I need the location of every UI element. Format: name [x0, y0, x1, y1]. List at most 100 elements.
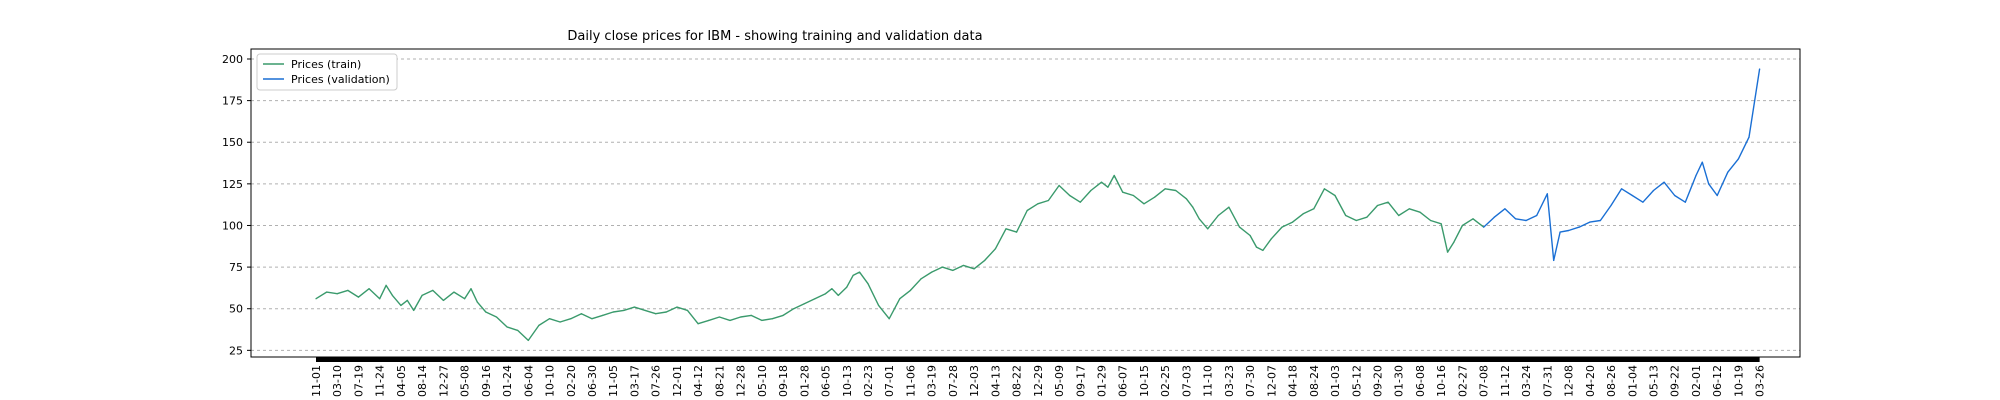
x-tick-label-56: 11-12: [1499, 365, 1512, 397]
x-tick-label-6: 12-27: [437, 365, 450, 397]
data-point-0-23: [527, 339, 529, 341]
data-point-0-115: [1446, 251, 1449, 253]
data-point-0-49: [803, 303, 805, 305]
y-tick-label-125: 125: [222, 178, 243, 191]
x-tick-band: [316, 357, 1760, 362]
data-point-0-116: [1453, 241, 1455, 243]
data-point-0-51: [824, 293, 827, 295]
data-point-0-71: [1015, 231, 1018, 233]
data-point-0-72: [1026, 209, 1028, 212]
data-point-0-24: [538, 324, 540, 326]
data-point-1-6: [1546, 193, 1548, 195]
data-point-0-19: [485, 311, 487, 313]
x-tick-label-50: 09-20: [1372, 365, 1385, 397]
x-tick-label-42: 11-10: [1202, 365, 1215, 397]
x-tick-label-16: 07-26: [650, 365, 663, 397]
data-point-0-114: [1440, 223, 1442, 225]
data-point-0-81: [1113, 174, 1115, 177]
x-tick-label-40: 02-25: [1159, 365, 1172, 397]
data-point-0-13: [432, 289, 434, 292]
data-point-0-55: [852, 274, 854, 277]
data-point-0-83: [1132, 194, 1134, 197]
data-point-0-39: [697, 323, 699, 325]
data-point-0-104: [1334, 194, 1336, 197]
data-point-0-93: [1228, 206, 1230, 208]
data-point-1-24: [1716, 194, 1718, 197]
data-point-1-2: [1504, 208, 1506, 210]
data-point-0-100: [1291, 221, 1294, 223]
series-line-validation: [1483, 68, 1761, 262]
data-point-1-1: [1493, 216, 1495, 218]
data-point-1-11: [1589, 221, 1591, 223]
data-point-0-68: [984, 259, 986, 262]
data-point-0-16: [464, 298, 466, 300]
data-point-0-40: [708, 319, 710, 321]
data-point-0-101: [1302, 213, 1304, 215]
x-tick-label-27: 07-01: [883, 365, 896, 397]
x-tick-label-44: 07-30: [1244, 365, 1257, 397]
x-tick-label-13: 06-30: [586, 365, 599, 397]
legend-label-0: Prices (train): [291, 58, 361, 71]
data-point-0-28: [580, 313, 582, 315]
data-point-0-18: [476, 301, 478, 303]
data-point-1-10: [1578, 226, 1580, 228]
data-point-1-3: [1514, 218, 1517, 220]
data-point-0-31: [612, 311, 614, 313]
data-point-0-58: [877, 304, 880, 306]
data-point-0-10: [406, 299, 408, 301]
x-axis: 11-01 03-10 07-19 11-24 04-05 08-14 12-27 05-08…: [310, 357, 1767, 397]
data-point-0-118: [1472, 218, 1474, 220]
x-tick-label-43: 03-23: [1223, 365, 1236, 397]
x-tick-label-34: 12-29: [1032, 365, 1045, 397]
data-point-0-33: [633, 306, 636, 308]
data-point-0-21: [506, 326, 508, 328]
data-point-0-103: [1323, 188, 1326, 190]
data-point-0-6: [379, 298, 381, 300]
x-tick-label-11: 10-10: [544, 365, 557, 397]
x-tick-label-41: 07-03: [1180, 365, 1193, 397]
x-tick-label-14: 11-05: [607, 365, 620, 397]
x-tick-label-26: 02-23: [862, 365, 875, 397]
x-tick-label-64: 09-22: [1669, 365, 1682, 397]
data-point-1-16: [1642, 201, 1644, 203]
data-point-0-76: [1069, 194, 1071, 197]
data-point-0-2: [336, 293, 338, 295]
x-tick-label-24: 06-05: [820, 365, 833, 397]
data-point-0-75: [1058, 184, 1060, 187]
data-point-0-79: [1100, 181, 1103, 183]
data-point-0-41: [718, 316, 720, 318]
x-tick-label-48: 01-03: [1329, 365, 1342, 397]
data-point-0-29: [591, 318, 593, 320]
x-tick-label-12: 02-20: [565, 365, 578, 397]
data-point-0-69: [994, 248, 996, 250]
x-tick-label-35: 05-09: [1053, 365, 1066, 397]
y-tick-label-75: 75: [229, 261, 243, 274]
data-point-0-52: [831, 288, 833, 290]
data-point-0-11: [413, 309, 415, 311]
x-tick-label-32: 04-13: [989, 365, 1002, 397]
x-tick-label-61: 08-26: [1605, 365, 1618, 397]
x-tick-label-59: 12-08: [1563, 365, 1576, 397]
y-tick-label-50: 50: [229, 303, 243, 316]
data-point-1-19: [1674, 194, 1676, 197]
x-tick-label-57: 03-24: [1520, 365, 1533, 397]
x-tick-label-10: 06-04: [522, 365, 535, 397]
data-point-0-36: [665, 311, 667, 313]
data-point-0-43: [740, 316, 742, 318]
data-point-0-56: [858, 271, 861, 273]
data-point-0-17: [470, 288, 472, 290]
x-tick-label-1: 03-10: [331, 365, 344, 397]
x-tick-label-66: 06-12: [1711, 365, 1724, 397]
x-tick-label-65: 02-01: [1690, 365, 1703, 397]
data-point-1-18: [1663, 181, 1665, 183]
data-point-0-117: [1461, 224, 1464, 227]
data-point-1-27: [1748, 136, 1750, 138]
x-tick-label-58: 07-31: [1541, 365, 1554, 397]
x-tick-label-21: 05-10: [756, 365, 769, 397]
series-layer: [315, 68, 1761, 342]
legend: Prices (train) Prices (validation): [256, 53, 398, 91]
x-tick-label-46: 04-18: [1287, 365, 1300, 397]
data-point-0-53: [837, 294, 839, 296]
data-point-0-63: [931, 271, 933, 273]
data-point-0-87: [1175, 189, 1177, 192]
